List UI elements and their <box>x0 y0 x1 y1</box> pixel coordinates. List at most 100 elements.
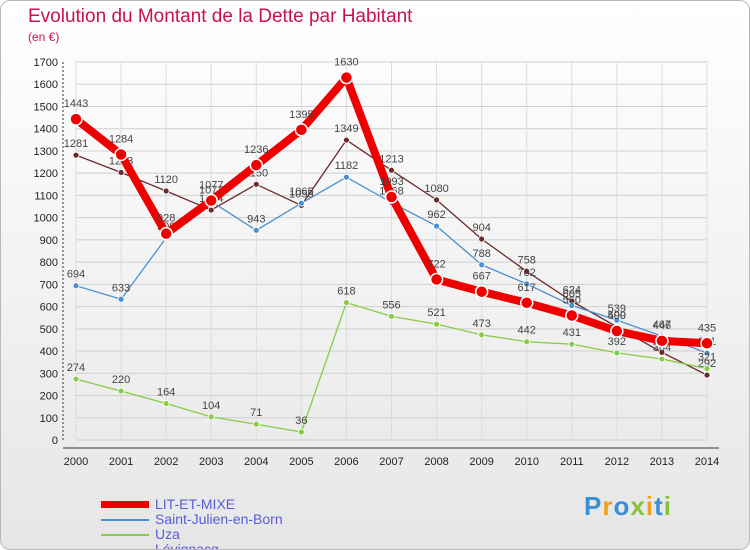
data-point <box>429 272 444 287</box>
y-tick-label: 600 <box>40 302 58 314</box>
data-point <box>610 324 624 338</box>
data-point <box>252 180 260 188</box>
y-tick-label: 1200 <box>34 168 58 180</box>
data-point <box>433 222 440 230</box>
data-point <box>700 336 714 351</box>
data-point <box>159 226 173 241</box>
data-label: 556 <box>382 299 400 311</box>
data-label: 164 <box>157 387 175 399</box>
data-label: 442 <box>518 325 536 337</box>
data-point <box>388 166 395 174</box>
data-point <box>519 296 534 310</box>
data-point <box>343 136 350 144</box>
data-label: 702 <box>518 267 536 279</box>
data-point <box>249 158 264 172</box>
data-label: 490 <box>608 310 626 322</box>
chart-title: Evolution du Montant de la Dette par Hab… <box>28 6 413 27</box>
data-point <box>339 70 354 85</box>
y-tick-label: 1600 <box>34 79 58 91</box>
data-label: 722 <box>427 258 445 270</box>
y-tick-label: 1000 <box>34 213 58 225</box>
data-point <box>207 206 215 214</box>
data-label: 392 <box>608 336 626 348</box>
legend-label: Saint-Julien-en-Born <box>155 511 283 527</box>
data-label: 104 <box>202 400 220 412</box>
y-tick-label: 1300 <box>34 146 58 158</box>
y-tick-label: 1500 <box>34 101 58 113</box>
data-label: 1065 <box>289 186 313 198</box>
data-label: 633 <box>112 282 130 294</box>
data-point <box>297 199 305 207</box>
data-point <box>478 331 486 339</box>
y-tick-label: 1400 <box>34 124 58 136</box>
legend-label: Uza <box>155 526 180 542</box>
data-point <box>117 387 125 395</box>
data-point <box>252 226 260 234</box>
x-tick-label: 2009 <box>469 456 493 468</box>
legend-label: Lévignacq <box>155 541 219 550</box>
y-tick-label: 200 <box>40 391 58 403</box>
data-label: 943 <box>247 213 265 225</box>
legend-swatch <box>101 501 149 508</box>
data-label: 1077 <box>199 180 223 192</box>
data-point <box>523 268 531 275</box>
data-point <box>343 299 350 306</box>
data-label: 788 <box>472 248 490 260</box>
data-label: 624 <box>563 284 581 296</box>
data-point <box>655 334 669 348</box>
data-label: 473 <box>472 318 490 330</box>
unit-label: (en €) <box>28 30 60 44</box>
y-tick-label: 400 <box>40 346 58 358</box>
y-tick-label: 1100 <box>34 190 58 202</box>
data-label: 431 <box>563 327 581 339</box>
x-tick-label: 2012 <box>605 456 629 468</box>
data-point <box>162 187 170 195</box>
data-label: 1080 <box>424 183 448 195</box>
data-point <box>568 302 576 309</box>
data-label: 220 <box>112 374 130 386</box>
data-label: 71 <box>250 407 262 419</box>
data-point <box>384 190 399 204</box>
data-point <box>658 355 666 363</box>
data-label: 1093 <box>379 176 403 188</box>
data-label: 617 <box>518 282 536 294</box>
data-point <box>613 349 621 357</box>
data-point <box>568 340 576 348</box>
x-tick-label: 2004 <box>244 456 268 468</box>
data-point <box>72 282 80 290</box>
data-label: 1055 <box>289 188 313 200</box>
data-label: 1630 <box>334 57 358 69</box>
data-point <box>204 193 218 208</box>
data-point <box>523 338 531 346</box>
data-point <box>117 169 125 176</box>
data-point <box>478 261 486 269</box>
data-label: 1213 <box>379 153 403 165</box>
data-point <box>474 284 489 299</box>
data-point <box>114 147 128 162</box>
data-label: 36 <box>295 415 307 427</box>
x-tick-label: 2014 <box>695 456 719 468</box>
data-point <box>294 123 309 137</box>
data-point <box>703 371 711 379</box>
data-label: 521 <box>427 307 445 319</box>
data-label: 560 <box>563 294 581 306</box>
data-label: 1443 <box>64 98 88 110</box>
x-tick-label: 2007 <box>379 456 403 468</box>
x-tick-label: 2006 <box>334 456 358 468</box>
data-label: 274 <box>67 362 85 374</box>
y-tick-label: 900 <box>40 235 58 247</box>
data-point <box>72 151 80 159</box>
data-label: 539 <box>608 303 626 315</box>
x-tick-label: 2000 <box>64 456 88 468</box>
legend-swatch <box>101 519 149 521</box>
data-label: 467 <box>653 319 671 331</box>
data-point <box>658 348 666 356</box>
y-tick-label: 800 <box>40 257 58 269</box>
y-tick-label: 500 <box>40 324 58 336</box>
data-label: 1120 <box>154 174 178 186</box>
data-point <box>613 316 621 324</box>
x-tick-label: 2002 <box>154 456 178 468</box>
data-point <box>117 295 125 303</box>
data-label: 605 <box>563 288 581 300</box>
